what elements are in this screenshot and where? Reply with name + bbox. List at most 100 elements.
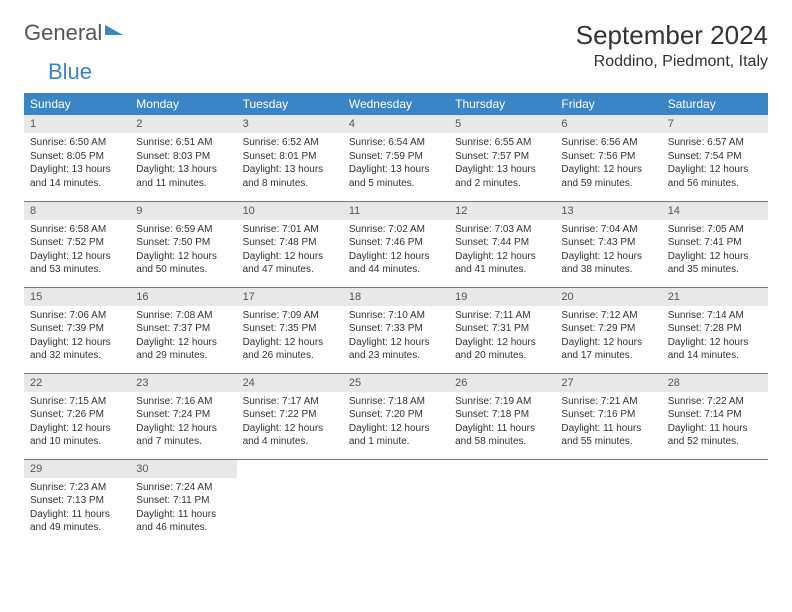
sunrise-line: Sunrise: 6:52 AM (243, 136, 337, 150)
daylight-line: Daylight: 11 hours and 46 minutes. (136, 508, 230, 535)
day-body: Sunrise: 6:58 AMSunset: 7:52 PMDaylight:… (24, 220, 130, 283)
day-body: Sunrise: 7:17 AMSunset: 7:22 PMDaylight:… (237, 392, 343, 455)
day-cell: 24Sunrise: 7:17 AMSunset: 7:22 PMDayligh… (237, 373, 343, 459)
sunset-line: Sunset: 7:37 PM (136, 322, 230, 336)
day-number: 11 (343, 202, 449, 220)
day-number: 23 (130, 374, 236, 392)
sunset-line: Sunset: 7:46 PM (349, 236, 443, 250)
daylight-line: Daylight: 12 hours and 32 minutes. (30, 336, 124, 363)
daylight-line: Daylight: 11 hours and 52 minutes. (668, 422, 762, 449)
day-header-thursday: Thursday (449, 93, 555, 115)
day-body: Sunrise: 7:21 AMSunset: 7:16 PMDaylight:… (555, 392, 661, 455)
day-number: 18 (343, 288, 449, 306)
sunrise-line: Sunrise: 6:56 AM (561, 136, 655, 150)
daylight-line: Daylight: 12 hours and 59 minutes. (561, 163, 655, 190)
day-header-wednesday: Wednesday (343, 93, 449, 115)
day-body: Sunrise: 6:50 AMSunset: 8:05 PMDaylight:… (24, 133, 130, 196)
day-number: 24 (237, 374, 343, 392)
sunrise-line: Sunrise: 6:54 AM (349, 136, 443, 150)
day-cell (449, 459, 555, 545)
sunset-line: Sunset: 7:41 PM (668, 236, 762, 250)
day-cell (343, 459, 449, 545)
day-number: 2 (130, 115, 236, 133)
sunrise-line: Sunrise: 7:01 AM (243, 223, 337, 237)
sunset-line: Sunset: 7:57 PM (455, 150, 549, 164)
day-cell: 18Sunrise: 7:10 AMSunset: 7:33 PMDayligh… (343, 287, 449, 373)
day-cell: 17Sunrise: 7:09 AMSunset: 7:35 PMDayligh… (237, 287, 343, 373)
day-number: 6 (555, 115, 661, 133)
day-header-friday: Friday (555, 93, 661, 115)
day-body: Sunrise: 6:57 AMSunset: 7:54 PMDaylight:… (662, 133, 768, 196)
daylight-line: Daylight: 12 hours and 14 minutes. (668, 336, 762, 363)
day-cell: 5Sunrise: 6:55 AMSunset: 7:57 PMDaylight… (449, 115, 555, 201)
day-number: 16 (130, 288, 236, 306)
day-number: 10 (237, 202, 343, 220)
sunrise-line: Sunrise: 7:05 AM (668, 223, 762, 237)
day-cell: 19Sunrise: 7:11 AMSunset: 7:31 PMDayligh… (449, 287, 555, 373)
sunset-line: Sunset: 7:28 PM (668, 322, 762, 336)
day-cell: 28Sunrise: 7:22 AMSunset: 7:14 PMDayligh… (662, 373, 768, 459)
day-cell: 8Sunrise: 6:58 AMSunset: 7:52 PMDaylight… (24, 201, 130, 287)
week-row: 22Sunrise: 7:15 AMSunset: 7:26 PMDayligh… (24, 373, 768, 459)
day-body: Sunrise: 7:06 AMSunset: 7:39 PMDaylight:… (24, 306, 130, 369)
day-cell: 23Sunrise: 7:16 AMSunset: 7:24 PMDayligh… (130, 373, 236, 459)
day-cell: 13Sunrise: 7:04 AMSunset: 7:43 PMDayligh… (555, 201, 661, 287)
day-body: Sunrise: 7:01 AMSunset: 7:48 PMDaylight:… (237, 220, 343, 283)
sunrise-line: Sunrise: 7:10 AM (349, 309, 443, 323)
day-cell: 26Sunrise: 7:19 AMSunset: 7:18 PMDayligh… (449, 373, 555, 459)
sunrise-line: Sunrise: 7:11 AM (455, 309, 549, 323)
day-body: Sunrise: 7:11 AMSunset: 7:31 PMDaylight:… (449, 306, 555, 369)
day-body: Sunrise: 7:19 AMSunset: 7:18 PMDaylight:… (449, 392, 555, 455)
logo-text-2: Blue (48, 59, 92, 84)
day-number: 3 (237, 115, 343, 133)
day-cell: 12Sunrise: 7:03 AMSunset: 7:44 PMDayligh… (449, 201, 555, 287)
day-number: 13 (555, 202, 661, 220)
sunrise-line: Sunrise: 7:03 AM (455, 223, 549, 237)
daylight-line: Daylight: 12 hours and 1 minute. (349, 422, 443, 449)
sunrise-line: Sunrise: 7:23 AM (30, 481, 124, 495)
day-cell: 30Sunrise: 7:24 AMSunset: 7:11 PMDayligh… (130, 459, 236, 545)
sunset-line: Sunset: 7:24 PM (136, 408, 230, 422)
daylight-line: Daylight: 13 hours and 8 minutes. (243, 163, 337, 190)
day-cell: 9Sunrise: 6:59 AMSunset: 7:50 PMDaylight… (130, 201, 236, 287)
day-number: 14 (662, 202, 768, 220)
sunset-line: Sunset: 7:35 PM (243, 322, 337, 336)
day-cell: 10Sunrise: 7:01 AMSunset: 7:48 PMDayligh… (237, 201, 343, 287)
sunset-line: Sunset: 8:01 PM (243, 150, 337, 164)
day-cell (555, 459, 661, 545)
day-number: 25 (343, 374, 449, 392)
day-cell (662, 459, 768, 545)
day-cell: 16Sunrise: 7:08 AMSunset: 7:37 PMDayligh… (130, 287, 236, 373)
daylight-line: Daylight: 12 hours and 44 minutes. (349, 250, 443, 277)
week-row: 1Sunrise: 6:50 AMSunset: 8:05 PMDaylight… (24, 115, 768, 201)
day-number: 7 (662, 115, 768, 133)
sunset-line: Sunset: 7:59 PM (349, 150, 443, 164)
sunset-line: Sunset: 7:39 PM (30, 322, 124, 336)
sunrise-line: Sunrise: 6:50 AM (30, 136, 124, 150)
sunrise-line: Sunrise: 7:12 AM (561, 309, 655, 323)
sunrise-line: Sunrise: 7:19 AM (455, 395, 549, 409)
day-body: Sunrise: 7:14 AMSunset: 7:28 PMDaylight:… (662, 306, 768, 369)
sunrise-line: Sunrise: 6:59 AM (136, 223, 230, 237)
day-body: Sunrise: 7:04 AMSunset: 7:43 PMDaylight:… (555, 220, 661, 283)
day-number: 5 (449, 115, 555, 133)
sunrise-line: Sunrise: 6:58 AM (30, 223, 124, 237)
daylight-line: Daylight: 12 hours and 56 minutes. (668, 163, 762, 190)
sunrise-line: Sunrise: 7:17 AM (243, 395, 337, 409)
daylight-line: Daylight: 12 hours and 47 minutes. (243, 250, 337, 277)
day-body: Sunrise: 7:02 AMSunset: 7:46 PMDaylight:… (343, 220, 449, 283)
day-cell: 11Sunrise: 7:02 AMSunset: 7:46 PMDayligh… (343, 201, 449, 287)
day-body: Sunrise: 6:51 AMSunset: 8:03 PMDaylight:… (130, 133, 236, 196)
day-cell: 25Sunrise: 7:18 AMSunset: 7:20 PMDayligh… (343, 373, 449, 459)
daylight-line: Daylight: 12 hours and 10 minutes. (30, 422, 124, 449)
day-number: 4 (343, 115, 449, 133)
sunrise-line: Sunrise: 7:22 AM (668, 395, 762, 409)
day-number: 28 (662, 374, 768, 392)
day-body: Sunrise: 7:16 AMSunset: 7:24 PMDaylight:… (130, 392, 236, 455)
day-number: 21 (662, 288, 768, 306)
sunset-line: Sunset: 7:48 PM (243, 236, 337, 250)
day-number: 26 (449, 374, 555, 392)
sunset-line: Sunset: 7:16 PM (561, 408, 655, 422)
daylight-line: Daylight: 12 hours and 50 minutes. (136, 250, 230, 277)
sunset-line: Sunset: 7:20 PM (349, 408, 443, 422)
